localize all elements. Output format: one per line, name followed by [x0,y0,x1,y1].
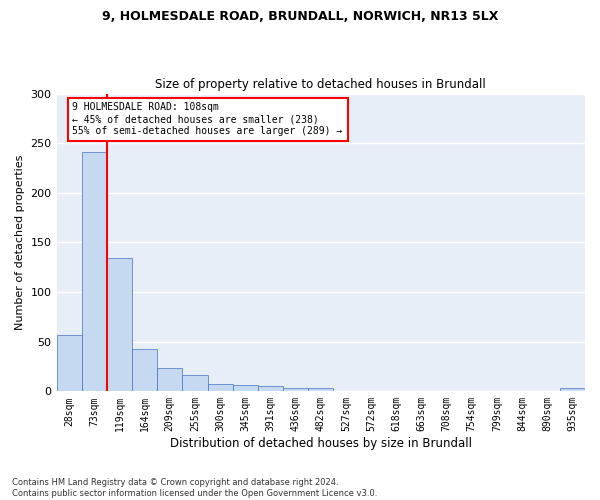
Bar [308,388,334,392]
Bar [132,348,157,392]
Bar [258,386,283,392]
Text: 9 HOLMESDALE ROAD: 108sqm
← 45% of detached houses are smaller (238)
55% of semi: 9 HOLMESDALE ROAD: 108sqm ← 45% of detac… [73,102,343,136]
Bar [233,386,258,392]
Bar [560,388,585,392]
Bar [56,335,82,392]
Bar [107,258,132,392]
X-axis label: Distribution of detached houses by size in Brundall: Distribution of detached houses by size … [170,437,472,450]
Bar [182,376,208,392]
Title: Size of property relative to detached houses in Brundall: Size of property relative to detached ho… [155,78,486,91]
Text: Contains HM Land Registry data © Crown copyright and database right 2024.
Contai: Contains HM Land Registry data © Crown c… [12,478,377,498]
Bar [82,152,107,392]
Y-axis label: Number of detached properties: Number of detached properties [15,155,25,330]
Text: 9, HOLMESDALE ROAD, BRUNDALL, NORWICH, NR13 5LX: 9, HOLMESDALE ROAD, BRUNDALL, NORWICH, N… [102,10,498,23]
Bar [283,388,308,392]
Bar [208,384,233,392]
Bar [157,368,182,392]
